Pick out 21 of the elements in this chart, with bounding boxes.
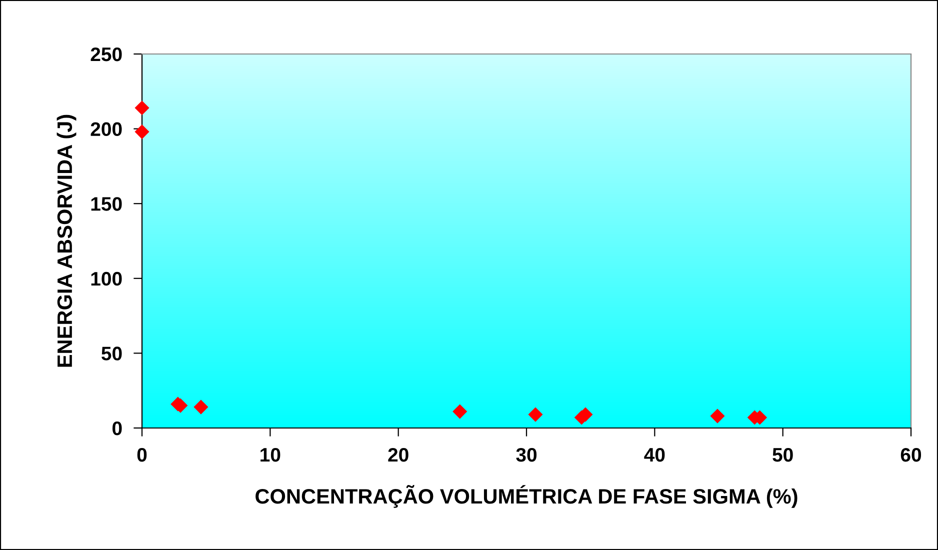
x-tick-label: 40 — [644, 448, 665, 462]
point — [134, 100, 150, 116]
x-axis-title: CONCENTRAÇÃO VOLUMÉTRICA DE FASE SIGMA (%) — [256, 485, 798, 508]
y-tick-label: 100 — [91, 272, 122, 286]
x-tick-label: 50 — [772, 448, 793, 462]
point — [194, 400, 208, 414]
y-tick-label: 0 — [112, 421, 122, 436]
y-tick-label: 50 — [102, 346, 122, 360]
y-axis-title: ENERGIA ABSORVIDA (J) — [56, 114, 76, 367]
point — [528, 407, 543, 422]
x-tick-label: 0 — [137, 448, 147, 462]
point — [710, 408, 725, 424]
x-tick-label: 60 — [900, 448, 922, 462]
point — [452, 404, 468, 419]
x-tick-label: 10 — [260, 448, 280, 462]
x-tick-label: 20 — [388, 448, 408, 462]
y-tick-label: 150 — [91, 197, 122, 211]
y-tick-label: 250 — [90, 47, 122, 62]
x-tick-label: 30 — [516, 448, 537, 462]
point — [134, 124, 150, 140]
y-tick-label: 200 — [90, 122, 122, 136]
